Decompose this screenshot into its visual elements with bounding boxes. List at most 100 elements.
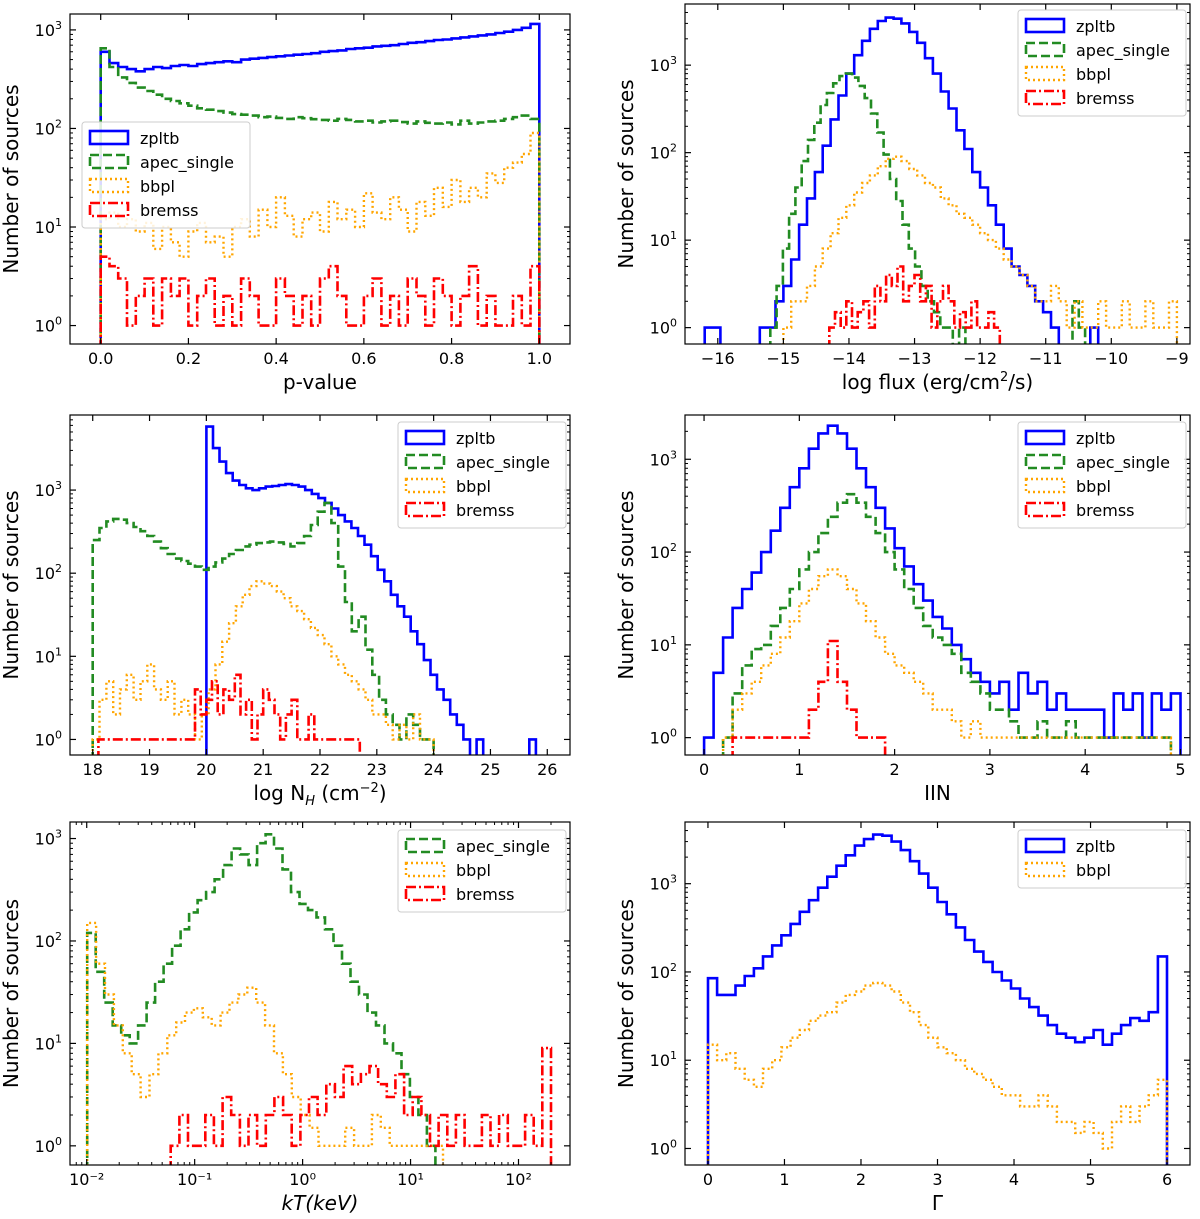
x-axis-label: IIN xyxy=(924,781,951,805)
y-tick-label: 102 xyxy=(35,930,62,951)
legend-swatch xyxy=(404,501,446,518)
y-axis-label: Number of sources xyxy=(0,899,23,1088)
legend-label: bbpl xyxy=(456,861,491,880)
legend-swatch xyxy=(88,129,130,146)
y-tick-label: 101 xyxy=(35,645,62,666)
legend-label: bremss xyxy=(456,501,514,520)
legend-swatch xyxy=(404,861,446,878)
x-tick-label: −16 xyxy=(701,349,735,368)
legend-swatch xyxy=(88,177,130,194)
series-bbpl xyxy=(99,131,541,344)
legend-label: zpltb xyxy=(456,429,495,448)
x-tick-label: 23 xyxy=(367,760,387,779)
y-axis-label: Number of sources xyxy=(0,490,23,679)
legend-swatch xyxy=(404,453,446,470)
x-tick-label: 2 xyxy=(890,760,900,779)
y-tick-label: 100 xyxy=(35,1135,62,1156)
panel-2: −16 −15 −14 −13 −12 −11 −10 −9 100 101 102 103 log f… xyxy=(614,3,1191,394)
x-tick-label: 1.0 xyxy=(527,349,552,368)
legend-label: zpltb xyxy=(1076,429,1115,448)
x-tick-label: 1 xyxy=(779,1170,789,1189)
series-bbpl xyxy=(782,155,1179,344)
x-tick-label: 18 xyxy=(83,760,103,779)
series-apec_single xyxy=(769,72,1087,344)
x-tick-label: 0.2 xyxy=(176,349,201,368)
legend-swatch xyxy=(404,477,446,494)
y-axis-label: Number of sources xyxy=(614,79,638,268)
x-tick-label: 4 xyxy=(1009,1170,1019,1189)
x-tick-label: 24 xyxy=(423,760,443,779)
legend-label: apec_single xyxy=(1076,41,1170,61)
legend-label: bbpl xyxy=(1076,861,1111,880)
series-bbpl xyxy=(721,568,1173,755)
legend-swatch xyxy=(1024,41,1066,58)
x-tick-label: 19 xyxy=(139,760,159,779)
panel-1: 0.0 0.2 0.4 0.6 0.8 1.0 100 101 102 103 p-value Num… xyxy=(0,13,571,394)
series-zpltb xyxy=(703,16,1100,344)
x-axis-label: p-value xyxy=(283,370,357,394)
x-tick-label: 2 xyxy=(856,1170,866,1189)
legend-label: zpltb xyxy=(1076,17,1115,36)
y-tick-label: 101 xyxy=(650,229,677,250)
x-tick-label: −14 xyxy=(832,349,866,368)
x-tick-label: 5 xyxy=(1175,760,1185,779)
x-tick-label: 3 xyxy=(985,760,995,779)
legend-swatch xyxy=(1024,501,1066,518)
x-tick-label: 10⁰ xyxy=(289,1170,316,1189)
panel-5: 10⁻² 10⁻¹ 10⁰ 10¹ 10² 100 101 102 103 kT(keV) Numb… xyxy=(0,821,571,1215)
x-tick-label: 26 xyxy=(537,760,557,779)
x-tick-label: 22 xyxy=(310,760,330,779)
legend-swatch xyxy=(88,153,130,170)
y-tick-label: 100 xyxy=(35,315,62,336)
x-tick-label: 25 xyxy=(480,760,500,779)
series-bbpl xyxy=(91,580,435,755)
y-tick-label: 102 xyxy=(35,117,62,138)
series-bremss xyxy=(731,639,887,755)
legend-swatch xyxy=(88,201,130,218)
series-bremss xyxy=(169,1046,553,1165)
y-tick-label: 101 xyxy=(650,1049,677,1070)
legend-swatch xyxy=(1024,861,1066,878)
y-tick-label: 103 xyxy=(35,479,62,500)
panel-3: 18 19 20 21 22 23 24 25 26 100 101 102 103 log NH (cm… xyxy=(0,414,571,809)
x-tick-label: 10² xyxy=(505,1170,532,1189)
legend-label: bbpl xyxy=(1076,477,1111,496)
x-tick-label: 10⁻¹ xyxy=(177,1170,212,1189)
y-tick-label: 102 xyxy=(35,562,62,583)
series-zpltb xyxy=(99,22,541,344)
x-tick-label: 0.6 xyxy=(351,349,376,368)
x-tick-label: 0 xyxy=(699,760,709,779)
y-tick-label: 102 xyxy=(650,541,677,562)
series-apec_single xyxy=(91,501,435,755)
x-tick-label: −10 xyxy=(1094,349,1128,368)
y-tick-label: 101 xyxy=(35,1032,62,1053)
y-tick-label: 103 xyxy=(35,828,62,849)
series-apec_single xyxy=(99,47,541,344)
series-zpltb xyxy=(702,424,1182,755)
series-apec_single xyxy=(721,492,1173,755)
x-tick-label: −13 xyxy=(898,349,932,368)
y-tick-label: 100 xyxy=(650,1137,677,1158)
x-tick-label: −9 xyxy=(1165,349,1189,368)
plot-frame xyxy=(684,3,1191,345)
legend-swatch xyxy=(1024,17,1066,34)
x-tick-label: 1 xyxy=(794,760,804,779)
x-tick-label: 0.8 xyxy=(439,349,464,368)
legend-label: bremss xyxy=(140,201,198,220)
y-tick-label: 103 xyxy=(650,873,677,894)
y-tick-label: 101 xyxy=(650,634,677,655)
x-tick-label: 0.4 xyxy=(263,349,288,368)
series-apec_single xyxy=(85,833,437,1165)
plot-frame xyxy=(69,821,571,1166)
legend-label: bremss xyxy=(456,885,514,904)
legend-swatch xyxy=(404,429,446,446)
legend-swatch xyxy=(1024,477,1066,494)
y-tick-label: 102 xyxy=(650,961,677,982)
legend-label: bbpl xyxy=(456,477,491,496)
y-tick-label: 102 xyxy=(650,142,677,163)
x-tick-label: −15 xyxy=(766,349,800,368)
legend-swatch xyxy=(1024,837,1066,854)
